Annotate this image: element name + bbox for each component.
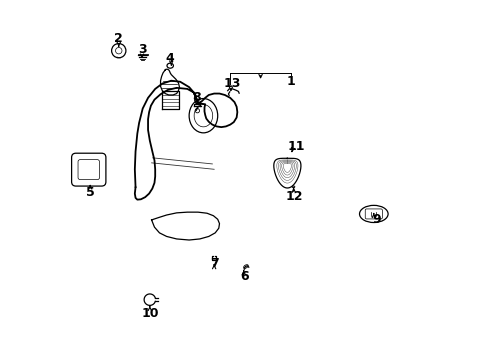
Text: 5: 5 <box>85 186 94 199</box>
Text: 1: 1 <box>286 75 295 88</box>
Text: 9: 9 <box>371 213 380 226</box>
Text: 4: 4 <box>165 52 174 65</box>
Text: 3: 3 <box>138 43 147 56</box>
Text: 12: 12 <box>285 190 303 203</box>
Text: 11: 11 <box>287 140 305 153</box>
Text: 6: 6 <box>240 270 248 283</box>
Text: 10: 10 <box>141 307 158 320</box>
Text: 2: 2 <box>114 32 123 45</box>
Text: 13: 13 <box>223 77 240 90</box>
Text: 8: 8 <box>192 91 200 104</box>
Text: 7: 7 <box>209 257 218 270</box>
